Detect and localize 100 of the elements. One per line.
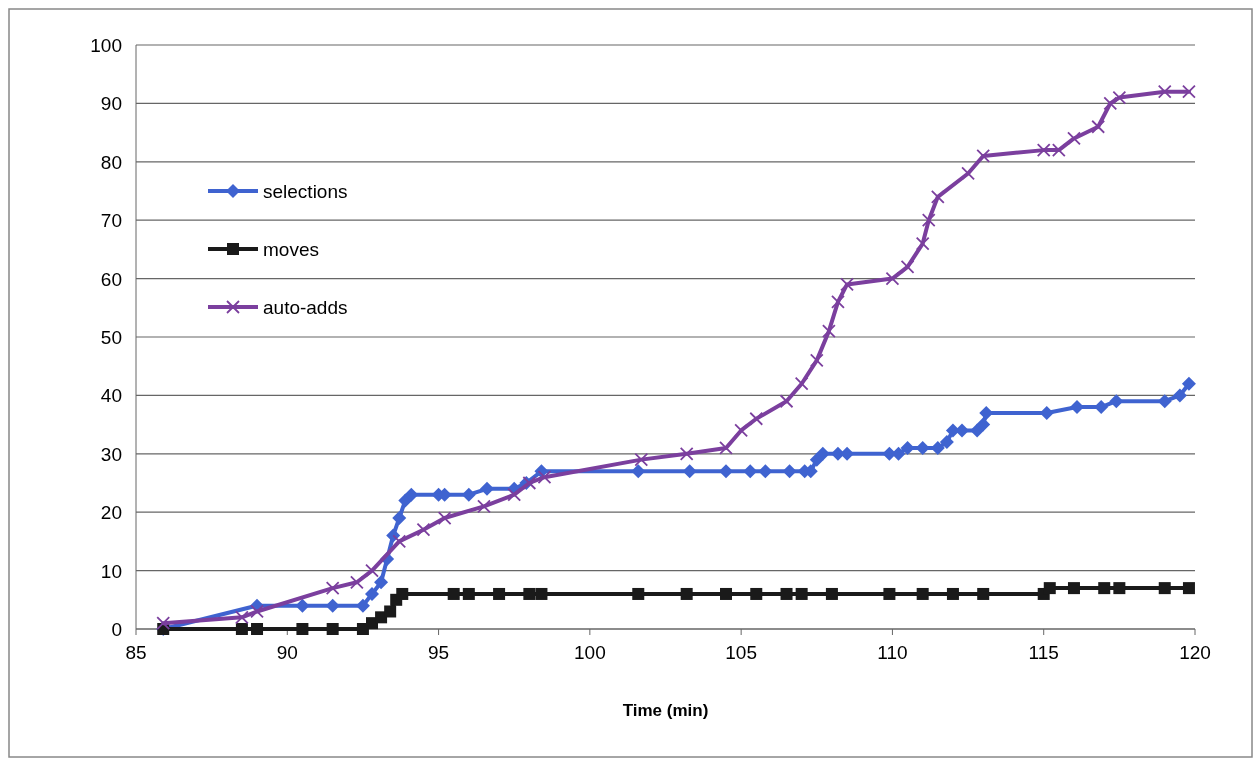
point (976, 417, 991, 432)
point (537, 470, 552, 485)
point (749, 411, 764, 426)
y-tick-label: 30 (100, 443, 122, 465)
point (1094, 400, 1109, 415)
point (900, 440, 915, 455)
point (794, 376, 809, 391)
point (1157, 394, 1172, 409)
y-tick-label: 80 (100, 151, 122, 173)
point (680, 587, 693, 600)
point (1067, 582, 1080, 595)
point (719, 464, 734, 479)
point (840, 446, 855, 461)
y-tick-label: 50 (100, 327, 122, 348)
y-tick-label: 100 (90, 35, 122, 56)
legend-label: moves (263, 239, 319, 260)
point (1067, 131, 1081, 146)
x-axis-title: Time (min) (622, 701, 709, 720)
point (384, 605, 397, 618)
x-tick-label: 120 (1179, 642, 1211, 663)
y-tick-label: 20 (100, 502, 122, 524)
point (1098, 582, 1111, 595)
point (1103, 96, 1118, 111)
legend-label: selections (263, 181, 348, 202)
point (743, 464, 758, 479)
point (976, 149, 991, 163)
point (1043, 582, 1056, 595)
point (462, 587, 475, 600)
y-tick-label: 0 (111, 619, 122, 640)
point (734, 423, 749, 438)
point (679, 446, 694, 461)
point (955, 423, 970, 438)
point (1091, 119, 1106, 134)
y-tick-label: 10 (100, 560, 122, 582)
point (634, 452, 649, 467)
point (1157, 84, 1172, 99)
point (809, 353, 824, 368)
point (825, 587, 838, 600)
point (477, 499, 491, 514)
point (296, 623, 309, 635)
x-tick-label: 105 (725, 642, 757, 663)
point (946, 587, 959, 600)
point (1182, 84, 1196, 99)
point (1158, 582, 1171, 595)
point (831, 295, 845, 309)
point (632, 587, 645, 600)
point (750, 587, 763, 600)
x-tick-label: 90 (276, 642, 298, 663)
point (795, 587, 808, 600)
point (507, 487, 522, 502)
point (251, 623, 264, 635)
point (295, 598, 310, 613)
point (404, 487, 419, 502)
point (326, 623, 339, 635)
point (840, 277, 854, 292)
point (1109, 394, 1124, 409)
point (979, 405, 994, 420)
point (325, 581, 340, 596)
y-tick-label: 90 (100, 93, 122, 115)
point (885, 271, 900, 286)
point (461, 487, 476, 502)
point (1112, 90, 1127, 105)
point (815, 446, 830, 461)
point (779, 394, 794, 409)
point (1172, 388, 1187, 403)
point (392, 534, 407, 549)
point (915, 236, 930, 251)
point (235, 623, 248, 635)
point (939, 435, 954, 450)
point (325, 598, 340, 613)
point (1182, 582, 1195, 595)
point (1181, 376, 1196, 391)
point (921, 213, 936, 228)
point (682, 464, 697, 479)
point (479, 481, 494, 496)
point (250, 604, 264, 619)
point (1070, 400, 1084, 415)
point (631, 464, 646, 479)
point (720, 587, 733, 600)
point (821, 324, 836, 339)
point (977, 587, 990, 600)
point (374, 575, 389, 590)
point (416, 522, 431, 537)
point (535, 587, 548, 600)
point (961, 166, 975, 181)
point (782, 464, 797, 479)
point (365, 563, 379, 578)
y-tick-label: 40 (100, 385, 122, 407)
point (437, 511, 452, 525)
point (156, 616, 171, 631)
x-tick-label: 115 (1028, 642, 1059, 663)
point (493, 587, 506, 600)
point (365, 586, 380, 601)
point (349, 575, 364, 590)
point (915, 440, 930, 455)
point (447, 587, 460, 600)
point (1039, 405, 1054, 420)
point (900, 260, 915, 274)
point (523, 587, 536, 600)
x-tick-label: 100 (574, 642, 606, 663)
